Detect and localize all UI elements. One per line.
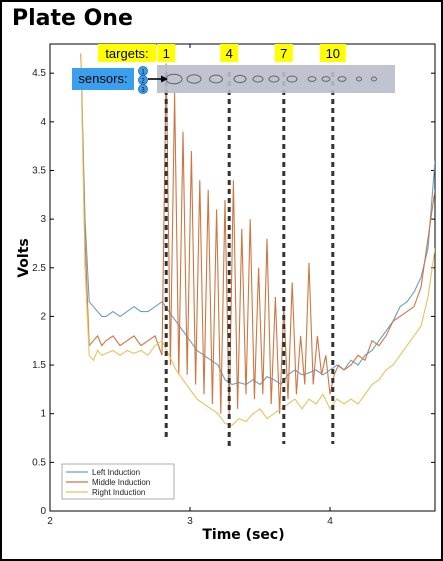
sensor-number: 2	[141, 79, 145, 85]
sensor-target-ring	[209, 74, 223, 84]
x-tick-label: 2	[47, 516, 53, 527]
sensor-target-ring	[371, 76, 377, 82]
target-markers	[164, 72, 335, 447]
sensor-target-ring	[337, 76, 347, 82]
y-tick-label: 1	[40, 409, 46, 420]
legend-label: Right Induction	[92, 488, 145, 497]
y-tick-label: 3	[40, 214, 46, 225]
target-number: 10	[326, 46, 340, 61]
y-axis: 0 0.5 1 1.5 2 2.5 3 3.5 4 4.5	[32, 68, 435, 517]
y-axis-label: Volts	[16, 238, 32, 278]
sensor-target-ring	[252, 75, 264, 83]
series-lines	[80, 53, 435, 427]
plate-title: Plate One	[12, 6, 133, 31]
legend-label: Middle Induction	[92, 478, 150, 487]
sensor-number: 1	[141, 70, 145, 76]
sensor-target-ring	[186, 74, 202, 84]
y-tick-label: 0	[40, 506, 46, 517]
sensor-target-ring	[356, 76, 362, 82]
target-number-box	[274, 44, 293, 62]
y-tick-label: 4	[40, 117, 46, 128]
y-tick-label: 0.5	[32, 457, 46, 468]
target-number: 1	[163, 46, 170, 61]
y-tick-label: 4.5	[32, 68, 46, 79]
sensors-label: sensors:	[78, 71, 127, 86]
sensor-bubble	[138, 84, 148, 94]
y-tick-label: 1.5	[32, 360, 46, 371]
sensor-target-ring	[268, 75, 280, 83]
sensor-target-ring	[321, 76, 331, 82]
target-number-box	[319, 44, 346, 62]
sensor-target-ring	[307, 76, 317, 82]
series-line-right-induction	[80, 53, 435, 427]
x-tick-label: 3	[187, 516, 193, 527]
x-axis-label: Time (sec)	[202, 527, 285, 543]
sensor-target-ring	[286, 75, 298, 83]
y-tick-label: 2	[40, 311, 46, 322]
sensor-band	[157, 65, 395, 93]
legend-label: Left Induction	[92, 468, 140, 477]
series-line-middle-induction	[80, 53, 435, 414]
target-number-box	[220, 44, 239, 62]
annotation-overlay: targets: 1 4 7 10 sensors: 1 2 3	[72, 44, 395, 94]
y-tick-label: 2.5	[32, 263, 46, 274]
sensor-arrow-head	[161, 75, 168, 83]
series-line-left-induction	[80, 53, 435, 386]
target-number: 7	[280, 46, 287, 61]
sensor-target-ring	[233, 74, 247, 84]
sensors-label-box	[72, 68, 134, 90]
targets-label: targets:	[105, 46, 148, 61]
target-number-box	[157, 44, 176, 62]
x-tick-label: 4	[327, 516, 333, 527]
y-tick-label: 3.5	[32, 165, 46, 176]
targets-label-box	[98, 44, 156, 62]
sensor-number: 3	[141, 88, 145, 94]
target-number: 4	[226, 46, 233, 61]
